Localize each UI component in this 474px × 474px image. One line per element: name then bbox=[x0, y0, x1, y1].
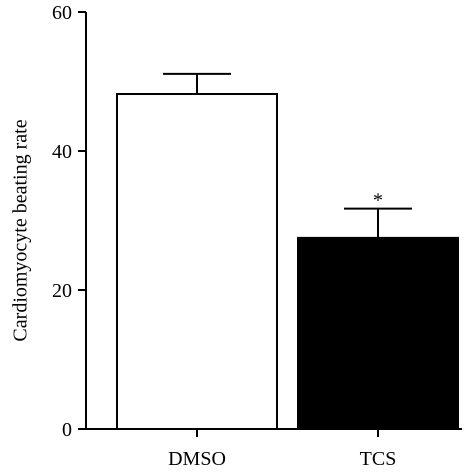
error-bars bbox=[163, 72, 412, 238]
y-axis: 0 20 40 60 bbox=[52, 2, 87, 441]
bars bbox=[116, 93, 459, 430]
x-tick-label: DMSO bbox=[168, 448, 226, 470]
y-tick-label: 60 bbox=[52, 2, 72, 24]
bar bbox=[297, 236, 459, 430]
bar bbox=[116, 93, 278, 430]
y-tick-label: 40 bbox=[52, 141, 72, 163]
y-tick-label: 20 bbox=[52, 280, 72, 302]
annotations: * bbox=[373, 190, 383, 212]
y-axis-label: Cardiomyocyte beating rate bbox=[10, 119, 32, 341]
significance-marker: * bbox=[373, 190, 383, 212]
y-tick-label: 0 bbox=[62, 419, 72, 441]
x-tick-label: TCS bbox=[360, 448, 397, 470]
x-axis: DMSO TCS bbox=[86, 428, 462, 470]
